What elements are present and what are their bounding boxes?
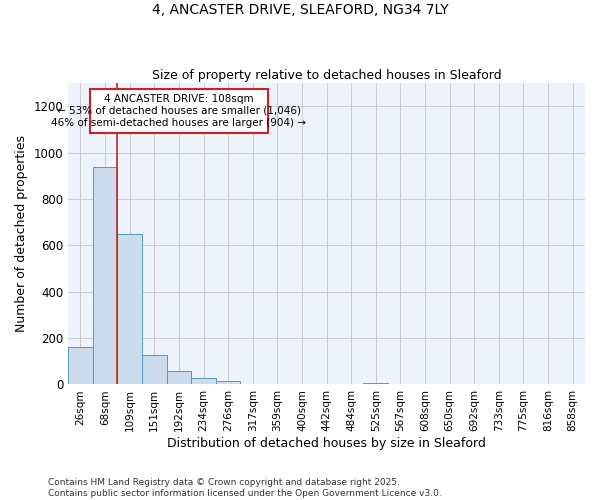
Bar [216,381,241,384]
Bar [68,348,93,385]
Bar [142,356,167,384]
FancyBboxPatch shape [91,89,268,133]
Title: Size of property relative to detached houses in Sleaford: Size of property relative to detached ho… [152,69,502,82]
Text: ← 53% of detached houses are smaller (1,046): ← 53% of detached houses are smaller (1,… [57,106,301,116]
Y-axis label: Number of detached properties: Number of detached properties [15,136,28,332]
Text: 4 ANCASTER DRIVE: 108sqm: 4 ANCASTER DRIVE: 108sqm [104,94,254,104]
X-axis label: Distribution of detached houses by size in Sleaford: Distribution of detached houses by size … [167,437,486,450]
Bar [191,378,216,384]
Text: 46% of semi-detached houses are larger (904) →: 46% of semi-detached houses are larger (… [52,118,307,128]
Text: Contains HM Land Registry data © Crown copyright and database right 2025.
Contai: Contains HM Land Registry data © Crown c… [48,478,442,498]
Bar [167,370,191,384]
Bar [93,166,118,384]
Bar [118,234,142,384]
Text: 4, ANCASTER DRIVE, SLEAFORD, NG34 7LY: 4, ANCASTER DRIVE, SLEAFORD, NG34 7LY [152,2,448,16]
